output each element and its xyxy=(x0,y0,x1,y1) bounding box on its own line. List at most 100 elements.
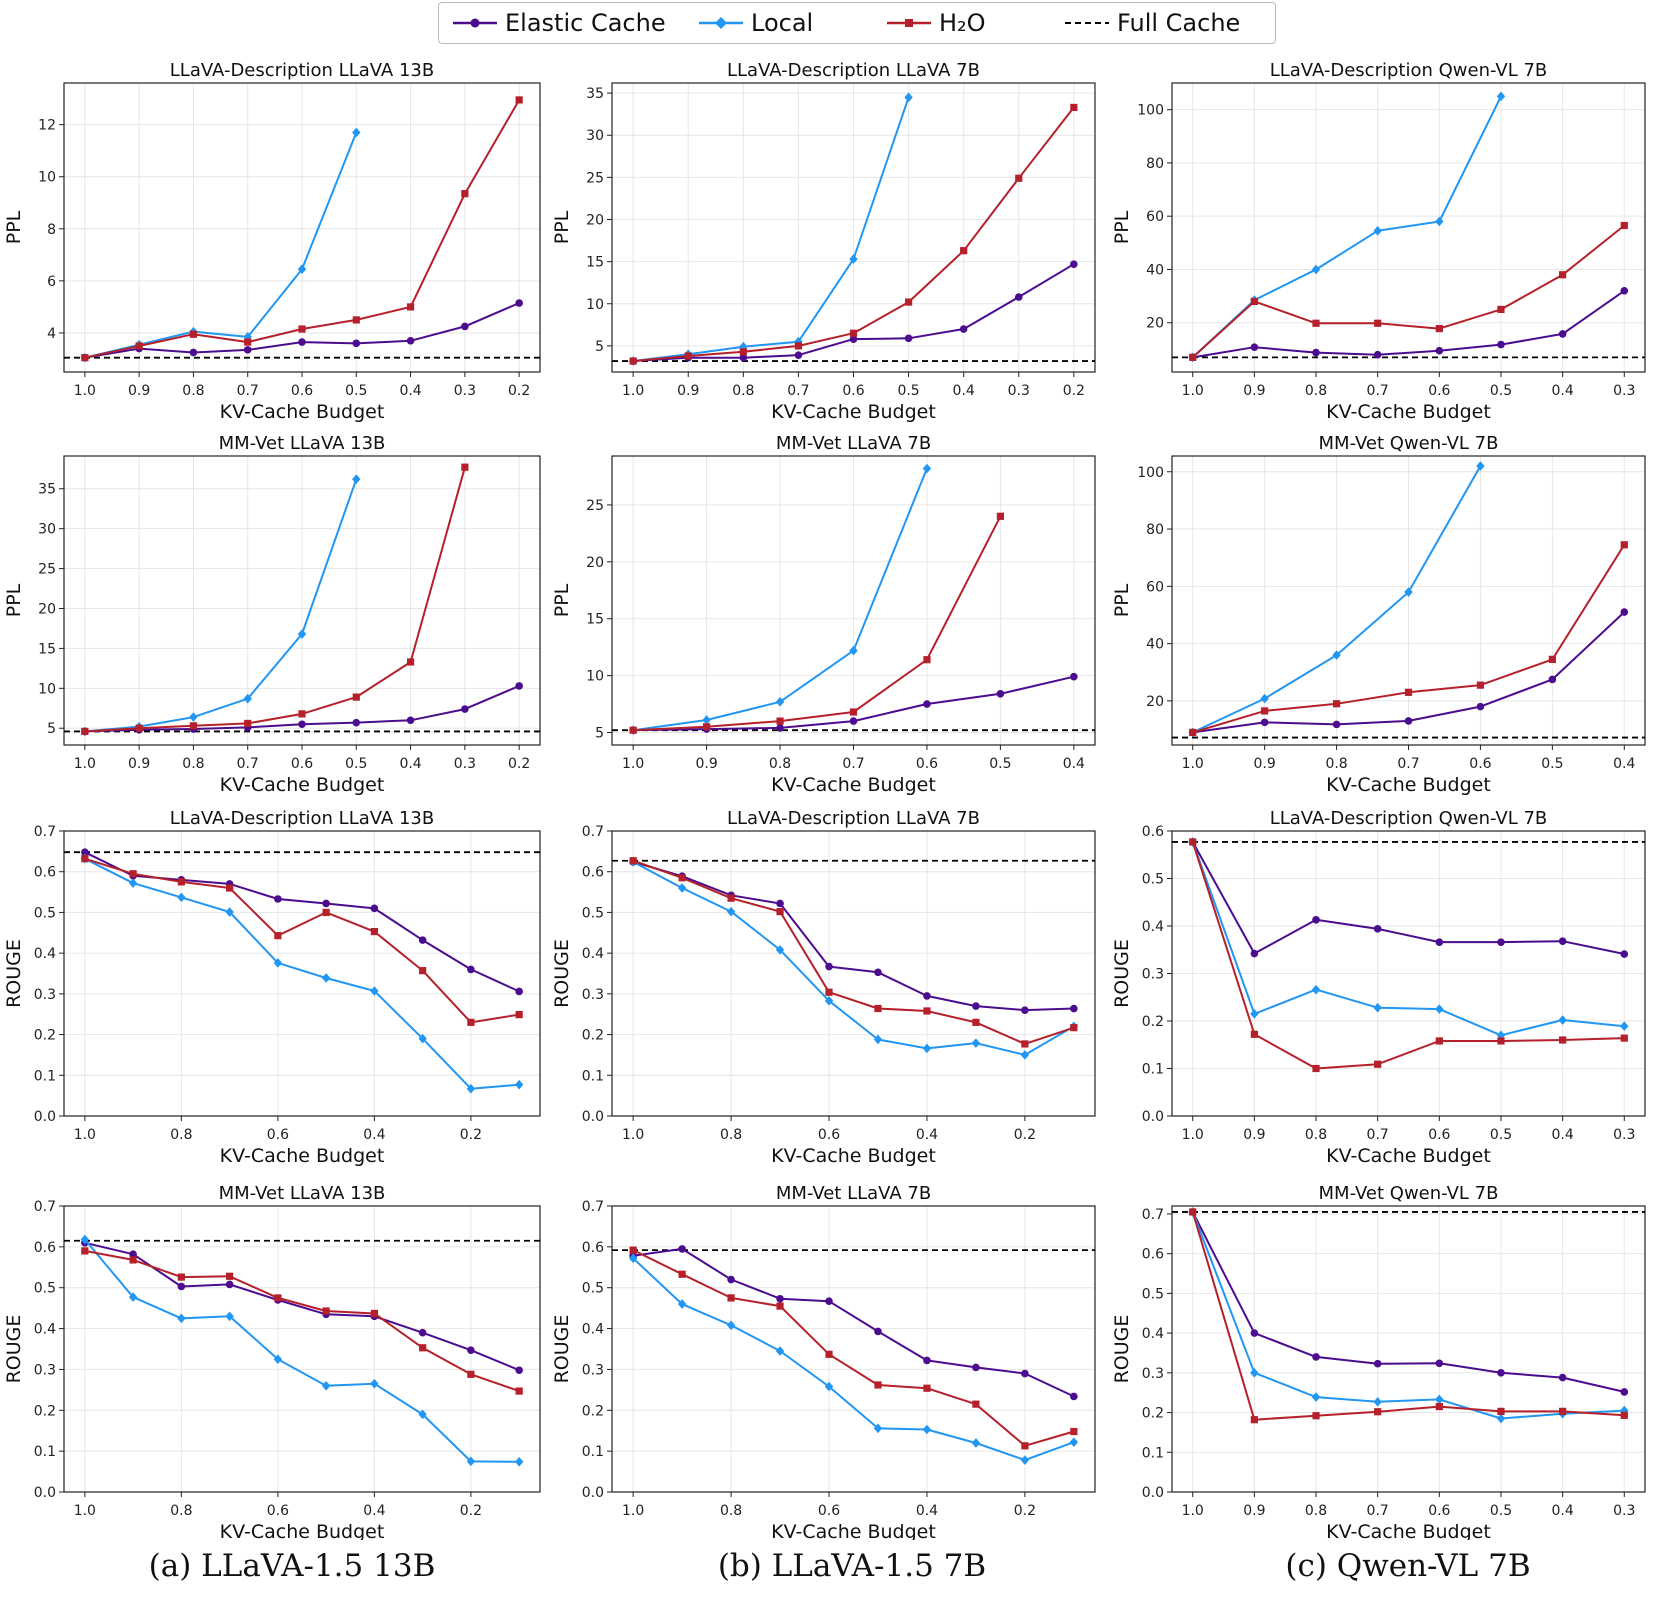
caption-c: (c) Qwen-VL 7B xyxy=(1285,1548,1531,1584)
point-local xyxy=(904,92,913,103)
point-h2o xyxy=(678,874,686,882)
point-local xyxy=(297,264,307,274)
point-local xyxy=(775,1346,785,1356)
point-elastic-cache xyxy=(996,689,1005,698)
point-h2o xyxy=(1374,319,1382,327)
x-tick-label: 0.9 xyxy=(695,756,717,772)
point-elastic-cache xyxy=(274,895,282,903)
point-h2o xyxy=(461,463,469,471)
point-h2o xyxy=(322,1307,330,1315)
point-h2o xyxy=(1435,1402,1443,1411)
x-tick-label: 0.5 xyxy=(989,756,1011,772)
point-h2o xyxy=(1312,1412,1320,1420)
x-tick-label: 0.3 xyxy=(454,383,476,399)
y-tick-label: 15 xyxy=(586,255,604,271)
chart-grid: 1.0 0.9 0.8 0.7 0.6 0.5 0.4 0.3 0.2 4 6 8 10 12 LLaVA-… xyxy=(3,60,1646,1540)
legend-swatch-h2o xyxy=(887,19,931,27)
point-h2o xyxy=(904,298,913,306)
plot-frame xyxy=(611,830,1096,1117)
point-h2o xyxy=(406,658,415,666)
point-h2o xyxy=(1476,681,1485,689)
y-axis-label: PPL xyxy=(551,210,573,244)
point-h2o xyxy=(129,870,137,878)
series-line-elastic-cache xyxy=(1191,841,1625,955)
chart-title: LLaVA-Description LLaVA 13B xyxy=(170,60,434,81)
point-elastic-cache xyxy=(794,351,803,359)
series-line-h2o xyxy=(632,1249,1075,1447)
point-h2o xyxy=(298,710,306,718)
point-elastic-cache xyxy=(1476,702,1485,711)
y-tick-label: 0.0 xyxy=(582,1485,604,1501)
y-tick-label: 0.1 xyxy=(1142,1445,1164,1461)
y-axis-label: PPL xyxy=(551,583,573,617)
y-tick-label: 0.4 xyxy=(34,946,56,962)
x-tick-label: 0.7 xyxy=(1367,383,1389,399)
point-h2o xyxy=(1070,1024,1078,1032)
y-tick-label: 40 xyxy=(1146,262,1164,278)
point-h2o xyxy=(274,932,282,940)
x-tick-label: 0.4 xyxy=(916,1503,938,1519)
point-local xyxy=(677,883,687,893)
point-elastic-cache xyxy=(243,346,252,354)
y-tick-label: 0.7 xyxy=(582,1199,604,1215)
x-axis-label: KV-Cache Budget xyxy=(1326,401,1491,423)
point-local xyxy=(1404,587,1413,597)
y-tick-label: 20 xyxy=(1146,694,1164,710)
series-line-h2o xyxy=(84,466,466,733)
y-tick-label: 0.7 xyxy=(582,824,604,840)
point-elastic-cache xyxy=(1014,293,1023,301)
x-tick-label: 0.5 xyxy=(345,756,367,772)
point-h2o xyxy=(135,724,143,732)
point-h2o xyxy=(1332,700,1341,708)
point-elastic-cache xyxy=(1620,608,1629,616)
y-tick-label: 0.2 xyxy=(34,1028,56,1044)
point-elastic-cache xyxy=(1250,343,1259,352)
series-line-local xyxy=(1192,95,1502,359)
point-elastic-cache xyxy=(1404,717,1413,725)
point-h2o xyxy=(1497,1407,1505,1415)
x-tick-label: 0.6 xyxy=(1469,756,1491,772)
y-axis-label: PPL xyxy=(3,210,25,244)
x-tick-label: 0.3 xyxy=(1613,1503,1635,1519)
series-line-local xyxy=(632,1257,1075,1462)
x-tick-label: 0.8 xyxy=(1325,756,1347,772)
y-tick-label: 4 xyxy=(47,326,56,342)
y-axis-label: PPL xyxy=(1111,583,1133,617)
y-tick-label: 0.4 xyxy=(582,946,604,962)
series-line-local xyxy=(633,96,910,362)
point-elastic-cache xyxy=(1497,938,1505,946)
point-h2o xyxy=(727,1294,735,1302)
point-local xyxy=(321,973,331,983)
point-h2o xyxy=(972,1018,980,1026)
y-tick-label: 0.0 xyxy=(1142,1109,1164,1125)
point-elastic-cache xyxy=(874,1327,882,1336)
point-h2o xyxy=(727,894,735,902)
point-local xyxy=(1311,264,1321,275)
point-elastic-cache xyxy=(461,322,469,331)
point-h2o xyxy=(923,656,931,664)
x-tick-label: 0.6 xyxy=(916,756,938,772)
point-elastic-cache xyxy=(923,700,931,708)
x-axis-label: KV-Cache Budget xyxy=(771,774,936,796)
point-elastic-cache xyxy=(739,353,748,362)
point-h2o xyxy=(81,354,89,362)
point-h2o xyxy=(1374,1408,1382,1416)
point-elastic-cache xyxy=(849,717,858,725)
y-tick-label: 0.4 xyxy=(1142,1326,1164,1342)
point-local xyxy=(466,1456,476,1467)
legend-entry-elastic-cache: Elastic Cache xyxy=(453,3,666,43)
point-local xyxy=(243,693,252,704)
x-tick-label: 0.2 xyxy=(1014,1503,1036,1519)
chart-5: 1.0 0.9 0.8 0.7 0.6 0.5 0.4 5 10 15 20 25 MM-Vet LLa… xyxy=(551,433,1096,796)
chart-7: 1.0 0.8 0.6 0.4 0.2 0.0 0.1 0.2 0.3 0.4 0.5 0.6 0.7 L… xyxy=(3,808,541,1167)
x-tick-label: 0.3 xyxy=(1613,383,1635,399)
legend-label-full-cache: Full Cache xyxy=(1117,9,1241,37)
series-line-local xyxy=(84,1238,520,1463)
point-h2o xyxy=(923,1007,931,1015)
x-tick-label: 0.8 xyxy=(769,756,791,772)
y-tick-label: 15 xyxy=(586,612,604,628)
series-line-h2o xyxy=(632,859,1075,1045)
x-tick-label: 0.7 xyxy=(842,756,864,772)
point-h2o xyxy=(1070,103,1078,112)
series-line-local xyxy=(1191,1211,1625,1420)
